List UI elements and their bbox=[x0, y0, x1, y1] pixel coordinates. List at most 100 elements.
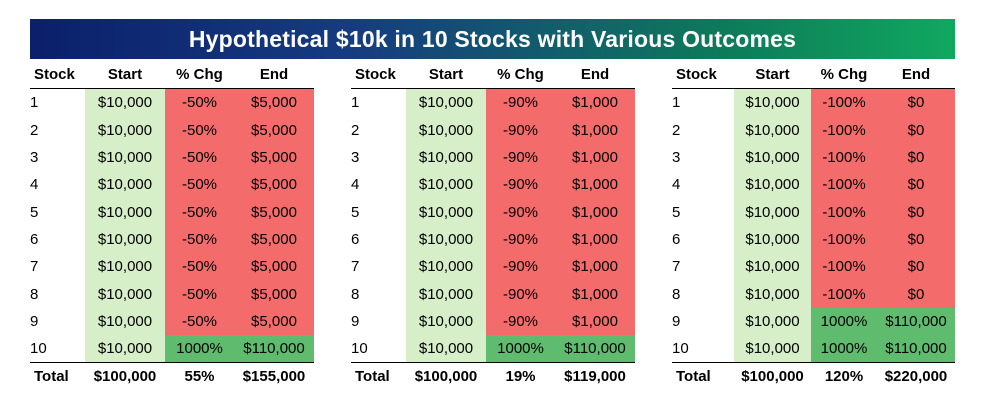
stock-number: 4 bbox=[30, 176, 39, 194]
table-row: 8 $10,000 -100% $0 bbox=[672, 280, 955, 308]
percent-change: 1000% bbox=[811, 307, 877, 335]
percent-change: 1000% bbox=[811, 334, 877, 363]
start-value: $10,000 bbox=[734, 334, 811, 363]
table-row: 9 $10,000 -50% $5,000 bbox=[30, 307, 314, 335]
stock-number: 3 bbox=[351, 149, 360, 167]
start-value: $10,000 bbox=[734, 171, 811, 199]
percent-change: -90% bbox=[486, 88, 555, 117]
start-value: $10,000 bbox=[85, 88, 165, 117]
end-value: $5,000 bbox=[234, 143, 314, 172]
total-row: Total $100,000 120% $220,000 bbox=[672, 362, 955, 391]
table-row: 2 $10,000 -90% $1,000 bbox=[351, 116, 635, 144]
percent-change: -90% bbox=[486, 225, 555, 254]
end-value: $0 bbox=[877, 88, 955, 117]
table-row: 10 $10,000 1000% $110,000 bbox=[351, 334, 635, 363]
percent-change: -90% bbox=[486, 171, 555, 199]
total-label: Total bbox=[351, 362, 406, 391]
start-value: $10,000 bbox=[85, 198, 165, 226]
end-value: $1,000 bbox=[555, 225, 635, 254]
percent-change: -100% bbox=[811, 171, 877, 199]
table-row: 9 $10,000 1000% $110,000 bbox=[672, 307, 955, 335]
stock-number: 2 bbox=[351, 121, 360, 139]
start-value: $10,000 bbox=[734, 143, 811, 172]
table-row: 1 $10,000 -100% $0 bbox=[672, 88, 955, 117]
table-row: 9 $10,000 -90% $1,000 bbox=[351, 307, 635, 335]
percent-change: -100% bbox=[811, 225, 877, 254]
table-row: 8 $10,000 -50% $5,000 bbox=[30, 280, 314, 308]
header-start: Start bbox=[406, 61, 486, 90]
table-row: 7 $10,000 -90% $1,000 bbox=[351, 253, 635, 281]
stock-number: 2 bbox=[672, 121, 681, 139]
start-value: $10,000 bbox=[406, 198, 486, 226]
start-value: $10,000 bbox=[85, 171, 165, 199]
header-stock: Stock bbox=[351, 61, 406, 90]
end-value: $0 bbox=[877, 280, 955, 308]
end-value: $1,000 bbox=[555, 307, 635, 335]
header-chg: % Chg bbox=[165, 61, 234, 90]
total-end: $155,000 bbox=[234, 362, 314, 391]
table-row: 7 $10,000 -50% $5,000 bbox=[30, 253, 314, 281]
percent-change: -100% bbox=[811, 280, 877, 308]
table-row: 10 $10,000 1000% $110,000 bbox=[30, 334, 314, 363]
percent-change: -100% bbox=[811, 143, 877, 172]
percent-change: -50% bbox=[165, 280, 234, 308]
end-value: $0 bbox=[877, 225, 955, 254]
percent-change: -90% bbox=[486, 116, 555, 144]
percent-change: 1000% bbox=[165, 334, 234, 363]
end-value: $1,000 bbox=[555, 280, 635, 308]
start-value: $10,000 bbox=[85, 143, 165, 172]
total-chg: 19% bbox=[486, 362, 555, 391]
total-start: $100,000 bbox=[85, 362, 165, 391]
table-row: 6 $10,000 -50% $5,000 bbox=[30, 225, 314, 254]
percent-change: -100% bbox=[811, 116, 877, 144]
table-row: 4 $10,000 -100% $0 bbox=[672, 171, 955, 199]
stock-number: 3 bbox=[30, 149, 39, 167]
table-row: 6 $10,000 -100% $0 bbox=[672, 225, 955, 254]
start-value: $10,000 bbox=[85, 307, 165, 335]
stock-number: 9 bbox=[30, 312, 39, 330]
start-value: $10,000 bbox=[734, 280, 811, 308]
stock-number: 7 bbox=[351, 258, 360, 276]
end-value: $0 bbox=[877, 253, 955, 281]
start-value: $10,000 bbox=[734, 116, 811, 144]
header-stock: Stock bbox=[672, 61, 734, 90]
start-value: $10,000 bbox=[406, 225, 486, 254]
stock-number: 1 bbox=[672, 94, 681, 112]
header-start: Start bbox=[85, 61, 165, 90]
total-start: $100,000 bbox=[406, 362, 486, 391]
end-value: $5,000 bbox=[234, 280, 314, 308]
end-value: $110,000 bbox=[877, 334, 955, 363]
stock-number: 4 bbox=[672, 176, 681, 194]
header-chg: % Chg bbox=[811, 61, 877, 90]
end-value: $5,000 bbox=[234, 307, 314, 335]
header-chg: % Chg bbox=[486, 61, 555, 90]
stock-number: 5 bbox=[30, 203, 39, 221]
percent-change: -50% bbox=[165, 116, 234, 144]
table-row: 5 $10,000 -100% $0 bbox=[672, 198, 955, 226]
end-value: $0 bbox=[877, 143, 955, 172]
total-end: $220,000 bbox=[877, 362, 955, 391]
header-start: Start bbox=[734, 61, 811, 90]
start-value: $10,000 bbox=[734, 253, 811, 281]
table-row: 8 $10,000 -90% $1,000 bbox=[351, 280, 635, 308]
start-value: $10,000 bbox=[734, 225, 811, 254]
total-row: Total $100,000 55% $155,000 bbox=[30, 362, 314, 391]
percent-change: -50% bbox=[165, 88, 234, 117]
total-label: Total bbox=[672, 362, 734, 391]
header-end: End bbox=[555, 61, 635, 90]
header-end: End bbox=[877, 61, 955, 90]
table-header-row: Stock Start % Chg End bbox=[672, 61, 955, 90]
end-value: $0 bbox=[877, 198, 955, 226]
stock-number: 1 bbox=[351, 94, 360, 112]
table-row: 5 $10,000 -50% $5,000 bbox=[30, 198, 314, 226]
stock-number: 5 bbox=[351, 203, 360, 221]
percent-change: -100% bbox=[811, 198, 877, 226]
table-row: 4 $10,000 -90% $1,000 bbox=[351, 171, 635, 199]
table-row: 2 $10,000 -50% $5,000 bbox=[30, 116, 314, 144]
start-value: $10,000 bbox=[406, 116, 486, 144]
table-row: 1 $10,000 -90% $1,000 bbox=[351, 88, 635, 117]
stock-number: 3 bbox=[672, 149, 681, 167]
stock-number: 8 bbox=[672, 285, 681, 303]
title-banner: Hypothetical $10k in 10 Stocks with Vari… bbox=[30, 19, 955, 59]
table-row: 3 $10,000 -100% $0 bbox=[672, 143, 955, 172]
